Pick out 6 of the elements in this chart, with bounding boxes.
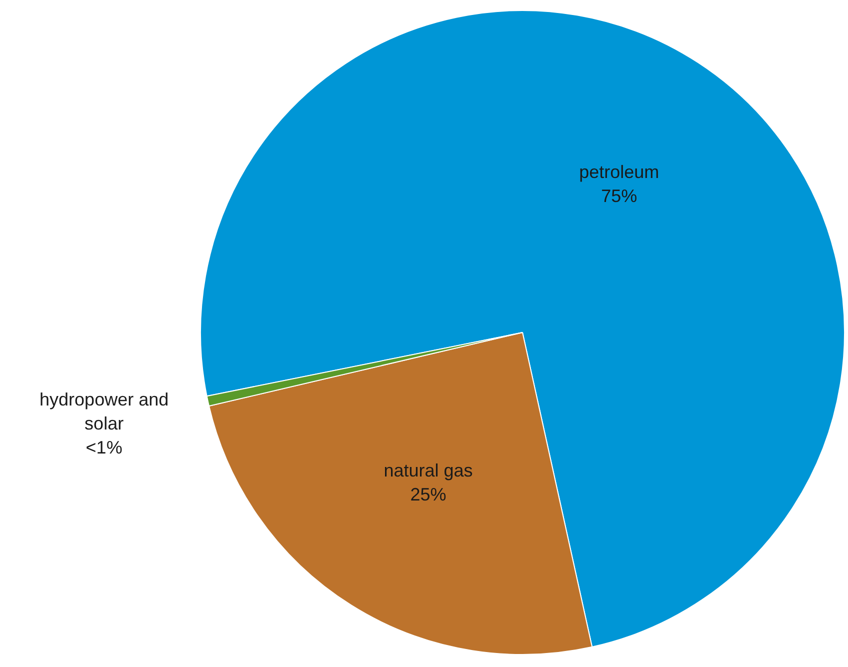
- data-label: 25%: [410, 484, 446, 504]
- data-label: <1%: [86, 438, 122, 458]
- slice-label: natural gas: [384, 460, 473, 480]
- slice-label: petroleum: [579, 162, 660, 182]
- data-label: 75%: [601, 186, 638, 206]
- slice-label: hydropower and solar: [40, 390, 169, 434]
